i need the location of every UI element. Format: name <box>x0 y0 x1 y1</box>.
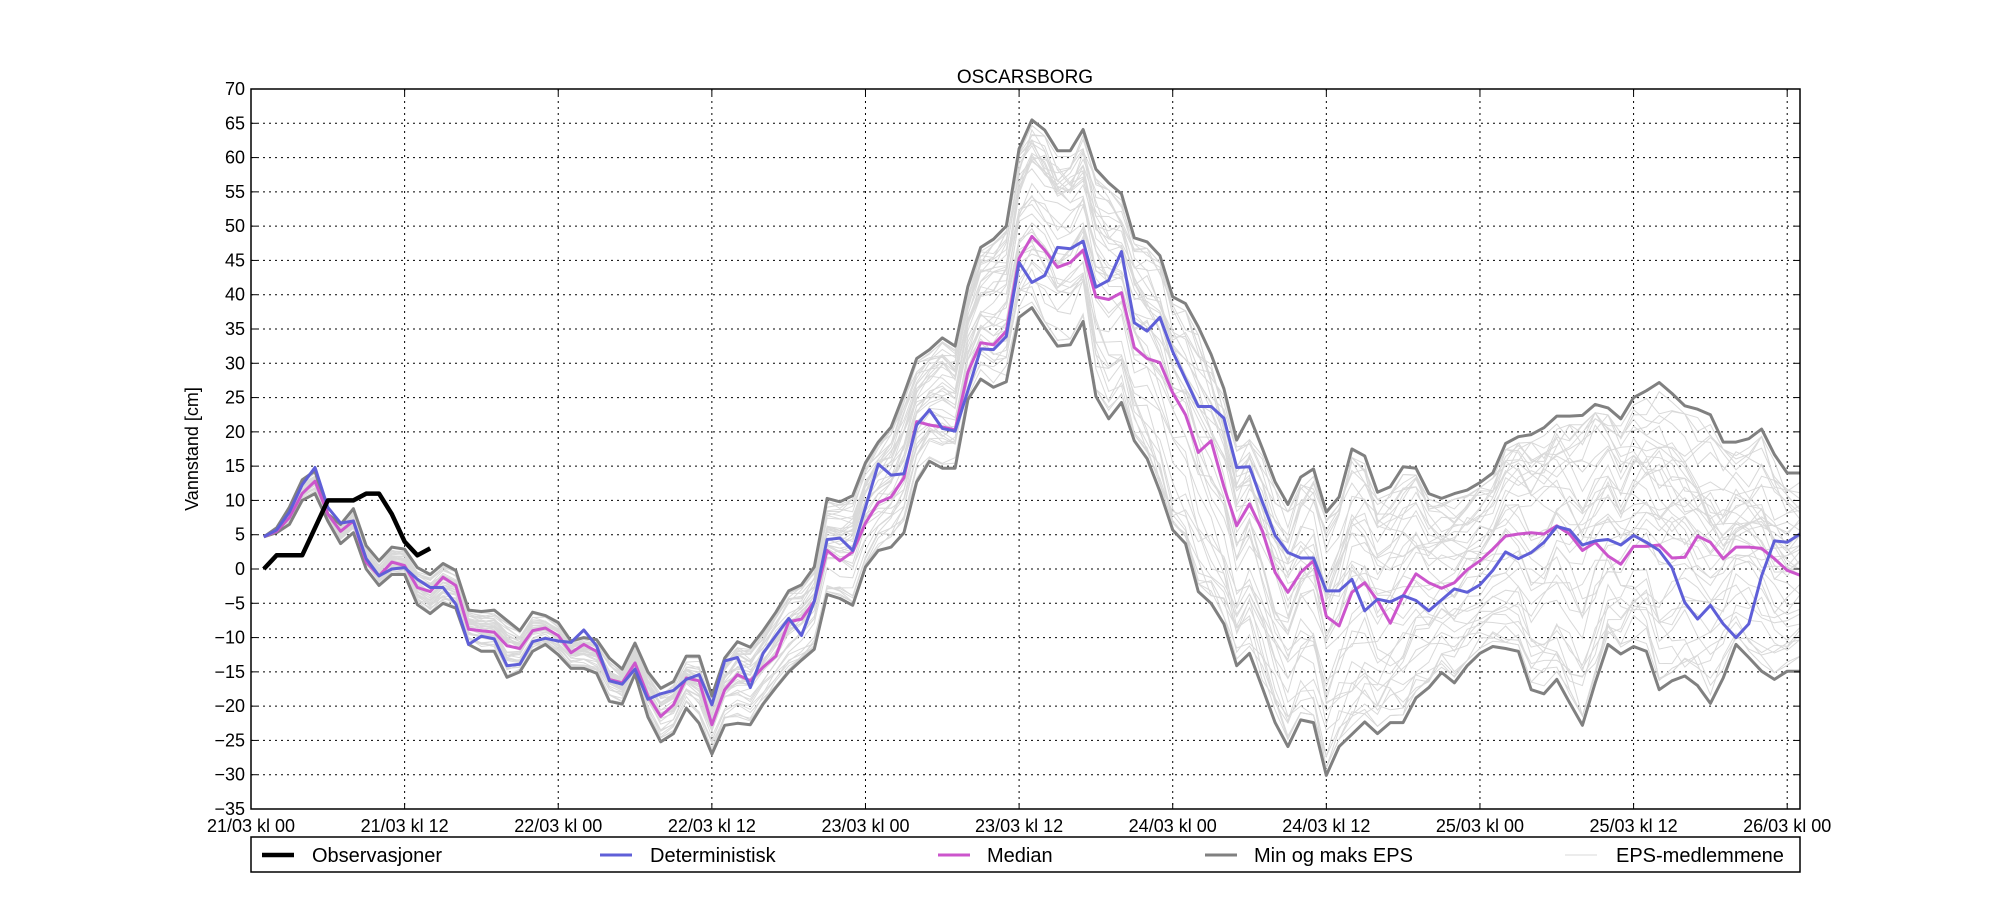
x-tick-label: 23/03 kl 12 <box>975 816 1063 836</box>
x-tick-label: 21/03 kl 12 <box>361 816 449 836</box>
y-axis: −35 −30 −25 −20 −15 −10 −5 0 5 10 15 20 25 30 35 40 45 50… <box>214 79 1800 819</box>
y-tick-label: 70 <box>225 79 245 99</box>
eps-member-line <box>263 222 1801 721</box>
y-tick-label: 30 <box>225 353 245 373</box>
eps-member-line <box>263 194 1801 770</box>
y-tick-label: 50 <box>225 216 245 236</box>
eps-member-line <box>263 240 1801 733</box>
eps-max-line <box>262 118 1800 698</box>
y-tick-label: 35 <box>225 319 245 339</box>
eps-member-line <box>263 156 1801 730</box>
eps-member-line <box>263 152 1801 710</box>
y-tick-label: −10 <box>214 628 245 648</box>
y-tick-label: −20 <box>214 696 245 716</box>
series-lines <box>262 118 1801 777</box>
eps-member-line <box>263 260 1801 727</box>
x-tick-label: 24/03 kl 00 <box>1129 816 1217 836</box>
legend-label-deterministic: Deterministisk <box>650 845 777 867</box>
y-tick-label: −30 <box>214 765 245 785</box>
x-axis: 21/03 kl 00 21/03 kl 12 22/03 kl 00 22/03 k… <box>207 89 1831 836</box>
x-tick-label: 25/03 kl 12 <box>1590 816 1678 836</box>
observations-line <box>262 491 432 571</box>
y-tick-label: 65 <box>225 113 245 133</box>
eps-member-line <box>263 168 1801 712</box>
legend: Observasjoner Deterministisk Median Min og … <box>250 836 1801 873</box>
y-tick-label: 10 <box>225 490 245 510</box>
deterministic-line <box>263 239 1801 707</box>
legend-frame <box>250 836 1801 873</box>
x-tick-label: 24/03 kl 12 <box>1282 816 1370 836</box>
eps-members <box>263 124 1801 770</box>
y-tick-label: −15 <box>214 662 245 682</box>
eps-member-line <box>263 227 1801 745</box>
y-tick-label: 60 <box>225 148 245 168</box>
y-tick-label: 20 <box>225 422 245 442</box>
legend-label-observed: Observasjoner <box>312 845 442 867</box>
plot-frame <box>250 88 1801 810</box>
eps-member-line <box>263 267 1801 758</box>
eps-member-line <box>263 142 1801 731</box>
y-tick-label: 55 <box>225 182 245 202</box>
legend-label-members: EPS-medlemmene <box>1616 845 1784 867</box>
y-tick-label: 5 <box>235 525 245 545</box>
y-tick-label: 15 <box>225 456 245 476</box>
x-tick-label: 22/03 kl 12 <box>668 816 756 836</box>
eps-member-line <box>263 285 1801 770</box>
y-tick-label: −25 <box>214 730 245 750</box>
x-tick-label: 22/03 kl 00 <box>514 816 602 836</box>
grid-lines <box>251 89 1800 809</box>
y-tick-label: −5 <box>224 593 245 613</box>
legend-label-minmax: Min og maks EPS <box>1254 845 1413 867</box>
eps-member-line <box>263 134 1801 719</box>
x-tick-label: 25/03 kl 00 <box>1436 816 1524 836</box>
y-tick-label: −35 <box>214 799 245 819</box>
eps-member-line <box>263 153 1801 710</box>
eps-member-line <box>263 262 1801 759</box>
y-tick-label: 25 <box>225 388 245 408</box>
y-tick-label: 40 <box>225 285 245 305</box>
y-tick-label: 45 <box>225 250 245 270</box>
chart-title: OSCARSBORG <box>957 67 1093 88</box>
x-tick-label: 21/03 kl 00 <box>207 816 295 836</box>
x-tick-label: 23/03 kl 00 <box>821 816 909 836</box>
eps-min-line <box>263 306 1800 777</box>
median-line <box>263 234 1801 727</box>
eps-member-line <box>263 124 1801 712</box>
x-tick-label: 26/03 kl 00 <box>1743 816 1831 836</box>
legend-label-median: Median <box>987 845 1053 867</box>
eps-member-line <box>263 301 1801 738</box>
y-tick-label: 0 <box>235 559 245 579</box>
y-axis-label: Vannstand [cm] <box>182 387 202 511</box>
